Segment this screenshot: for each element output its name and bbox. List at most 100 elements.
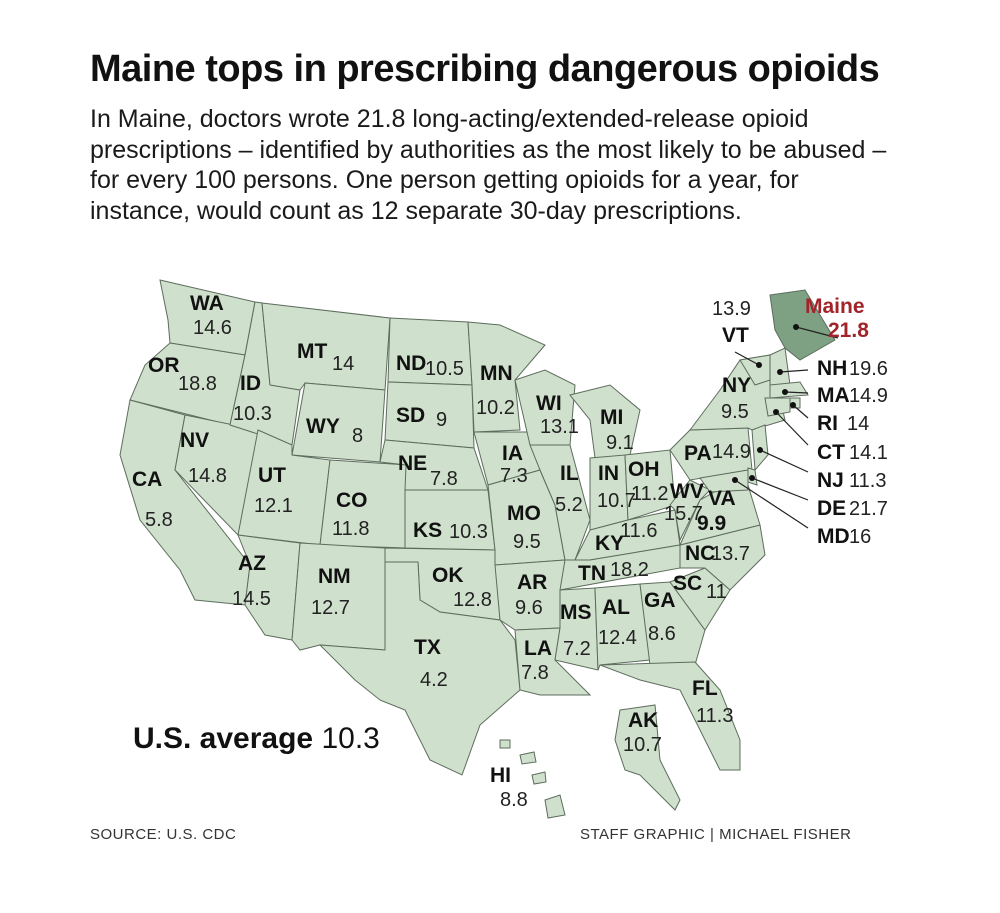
state-abbr-ky: KY [595,532,624,555]
state-value-ne: 7.8 [430,468,458,490]
state-value-maine: 21.8 [828,319,869,342]
state-abbr-ks: KS [413,519,442,542]
state-abbr-nj: NJ [817,469,844,492]
map-subtitle: In Maine, doctors wrote 21.8 long-acting… [90,105,887,225]
state-abbr-mi: MI [600,406,623,429]
state-value-mn: 10.2 [476,397,515,419]
leader-dot-ma [782,389,788,395]
state-value-wi: 13.1 [540,416,579,438]
state-abbr-nh: NH [817,357,847,380]
leader-de [751,477,809,501]
leader-ma [784,391,809,394]
state-abbr-in: IN [598,462,619,485]
state-shape-ga [639,581,706,666]
state-value-in: 10.7 [597,490,636,512]
state-abbr-ak: AK [628,709,658,732]
state-shape-tx [318,561,521,776]
us-average: U.S. average 10.3 [133,722,380,756]
state-value-ma: 14.9 [849,385,888,407]
leader-dot-ct [773,409,779,415]
state-value-ks: 10.3 [449,521,488,543]
state-shape-me [769,289,836,361]
state-value-il: 5.2 [555,494,583,516]
state-value-ct: 14.1 [849,442,888,464]
state-value-or: 18.8 [178,373,217,395]
state-abbr-la: LA [524,637,552,660]
state-value-nd: 10.5 [425,358,464,380]
state-abbr-ca: CA [132,468,162,491]
state-value-ny: 9.5 [721,401,749,423]
state-value-al: 12.4 [598,627,637,649]
state-value-id: 10.3 [233,403,272,425]
state-abbr-sd: SD [396,404,425,427]
leader-maine [795,326,839,339]
leader-ct [775,411,809,446]
state-value-ut: 12.1 [254,495,293,517]
state-abbr-or: OR [148,354,180,377]
state-abbr-va: VA [708,487,736,510]
leader-dot-md [732,477,738,483]
state-value-pa: 14.9 [712,441,751,463]
state-shape-hi-2 [519,751,537,765]
state-abbr-al: AL [602,596,630,619]
state-shape-mn [467,321,546,433]
state-shape-hi-3 [531,771,547,785]
state-abbr-de: DE [817,497,846,520]
state-shape-wi [514,369,576,446]
state-shape-or [129,342,246,426]
state-value-mo: 9.5 [513,531,541,553]
state-abbr-wy: WY [306,415,340,438]
state-abbr-ms: MS [560,601,592,624]
state-abbr-vt: VT [722,324,749,347]
state-value-ia: 7.3 [500,465,528,487]
leader-dot-maine [793,324,799,330]
state-shape-al [594,583,651,671]
leader-ri [792,404,809,419]
state-abbr-ia: IA [502,442,523,465]
state-shape-pa [669,427,753,481]
leader-dot-vt [756,362,762,368]
state-abbr-ny: NY [722,374,751,397]
state-value-ms: 7.2 [563,638,591,660]
state-labels: WA 14.6 OR 18.8 CA 5.8 NV 14.8 ID 10.3 M… [132,292,888,811]
state-value-tn: 18.2 [610,559,649,581]
state-shape-hi-1 [499,739,511,749]
state-abbr-ct: CT [817,441,845,464]
state-value-de: 21.7 [849,498,888,520]
state-value-ca: 5.8 [145,509,173,531]
map-title: Maine tops in prescribing dangerous opio… [90,48,880,90]
state-value-nv: 14.8 [188,465,227,487]
state-value-mt: 14 [332,353,354,375]
state-value-fl: 11.3 [696,705,733,727]
state-abbr-tn: TN [578,562,606,585]
state-abbr-ne: NE [398,452,427,475]
leader-lines [732,324,839,529]
state-abbr-ok: OK [432,564,464,587]
state-abbr-nv: NV [180,429,209,452]
state-value-vt: 13.9 [712,298,751,320]
state-abbr-wi: WI [536,392,562,415]
state-value-sd: 9 [436,409,447,431]
state-value-co: 11.8 [332,518,369,540]
state-abbr-ri: RI [817,412,838,435]
state-abbr-hi: HI [490,764,511,787]
leader-md [734,479,809,529]
state-value-nm: 12.7 [311,597,350,619]
state-value-md: 16 [849,526,871,548]
staff-credit: STAFF GRAPHIC | MICHAEL FISHER [580,826,852,843]
state-value-tx: 4.2 [420,669,448,691]
state-value-nj: 11.3 [849,470,886,492]
state-abbr-fl: FL [692,677,718,700]
state-value-la: 7.8 [521,662,549,684]
state-shape-ak [614,704,681,811]
state-shape-hi-4 [544,794,566,819]
state-abbr-nm: NM [318,565,351,588]
state-abbr-tx: TX [414,636,441,659]
state-abbr-sc: SC [673,572,702,595]
state-value-ak: 10.7 [623,734,662,756]
state-abbr-pa: PA [684,442,712,465]
state-abbr-mn: MN [480,362,513,385]
state-abbr-nc: NC [685,542,715,565]
leader-dot-nj [757,447,763,453]
